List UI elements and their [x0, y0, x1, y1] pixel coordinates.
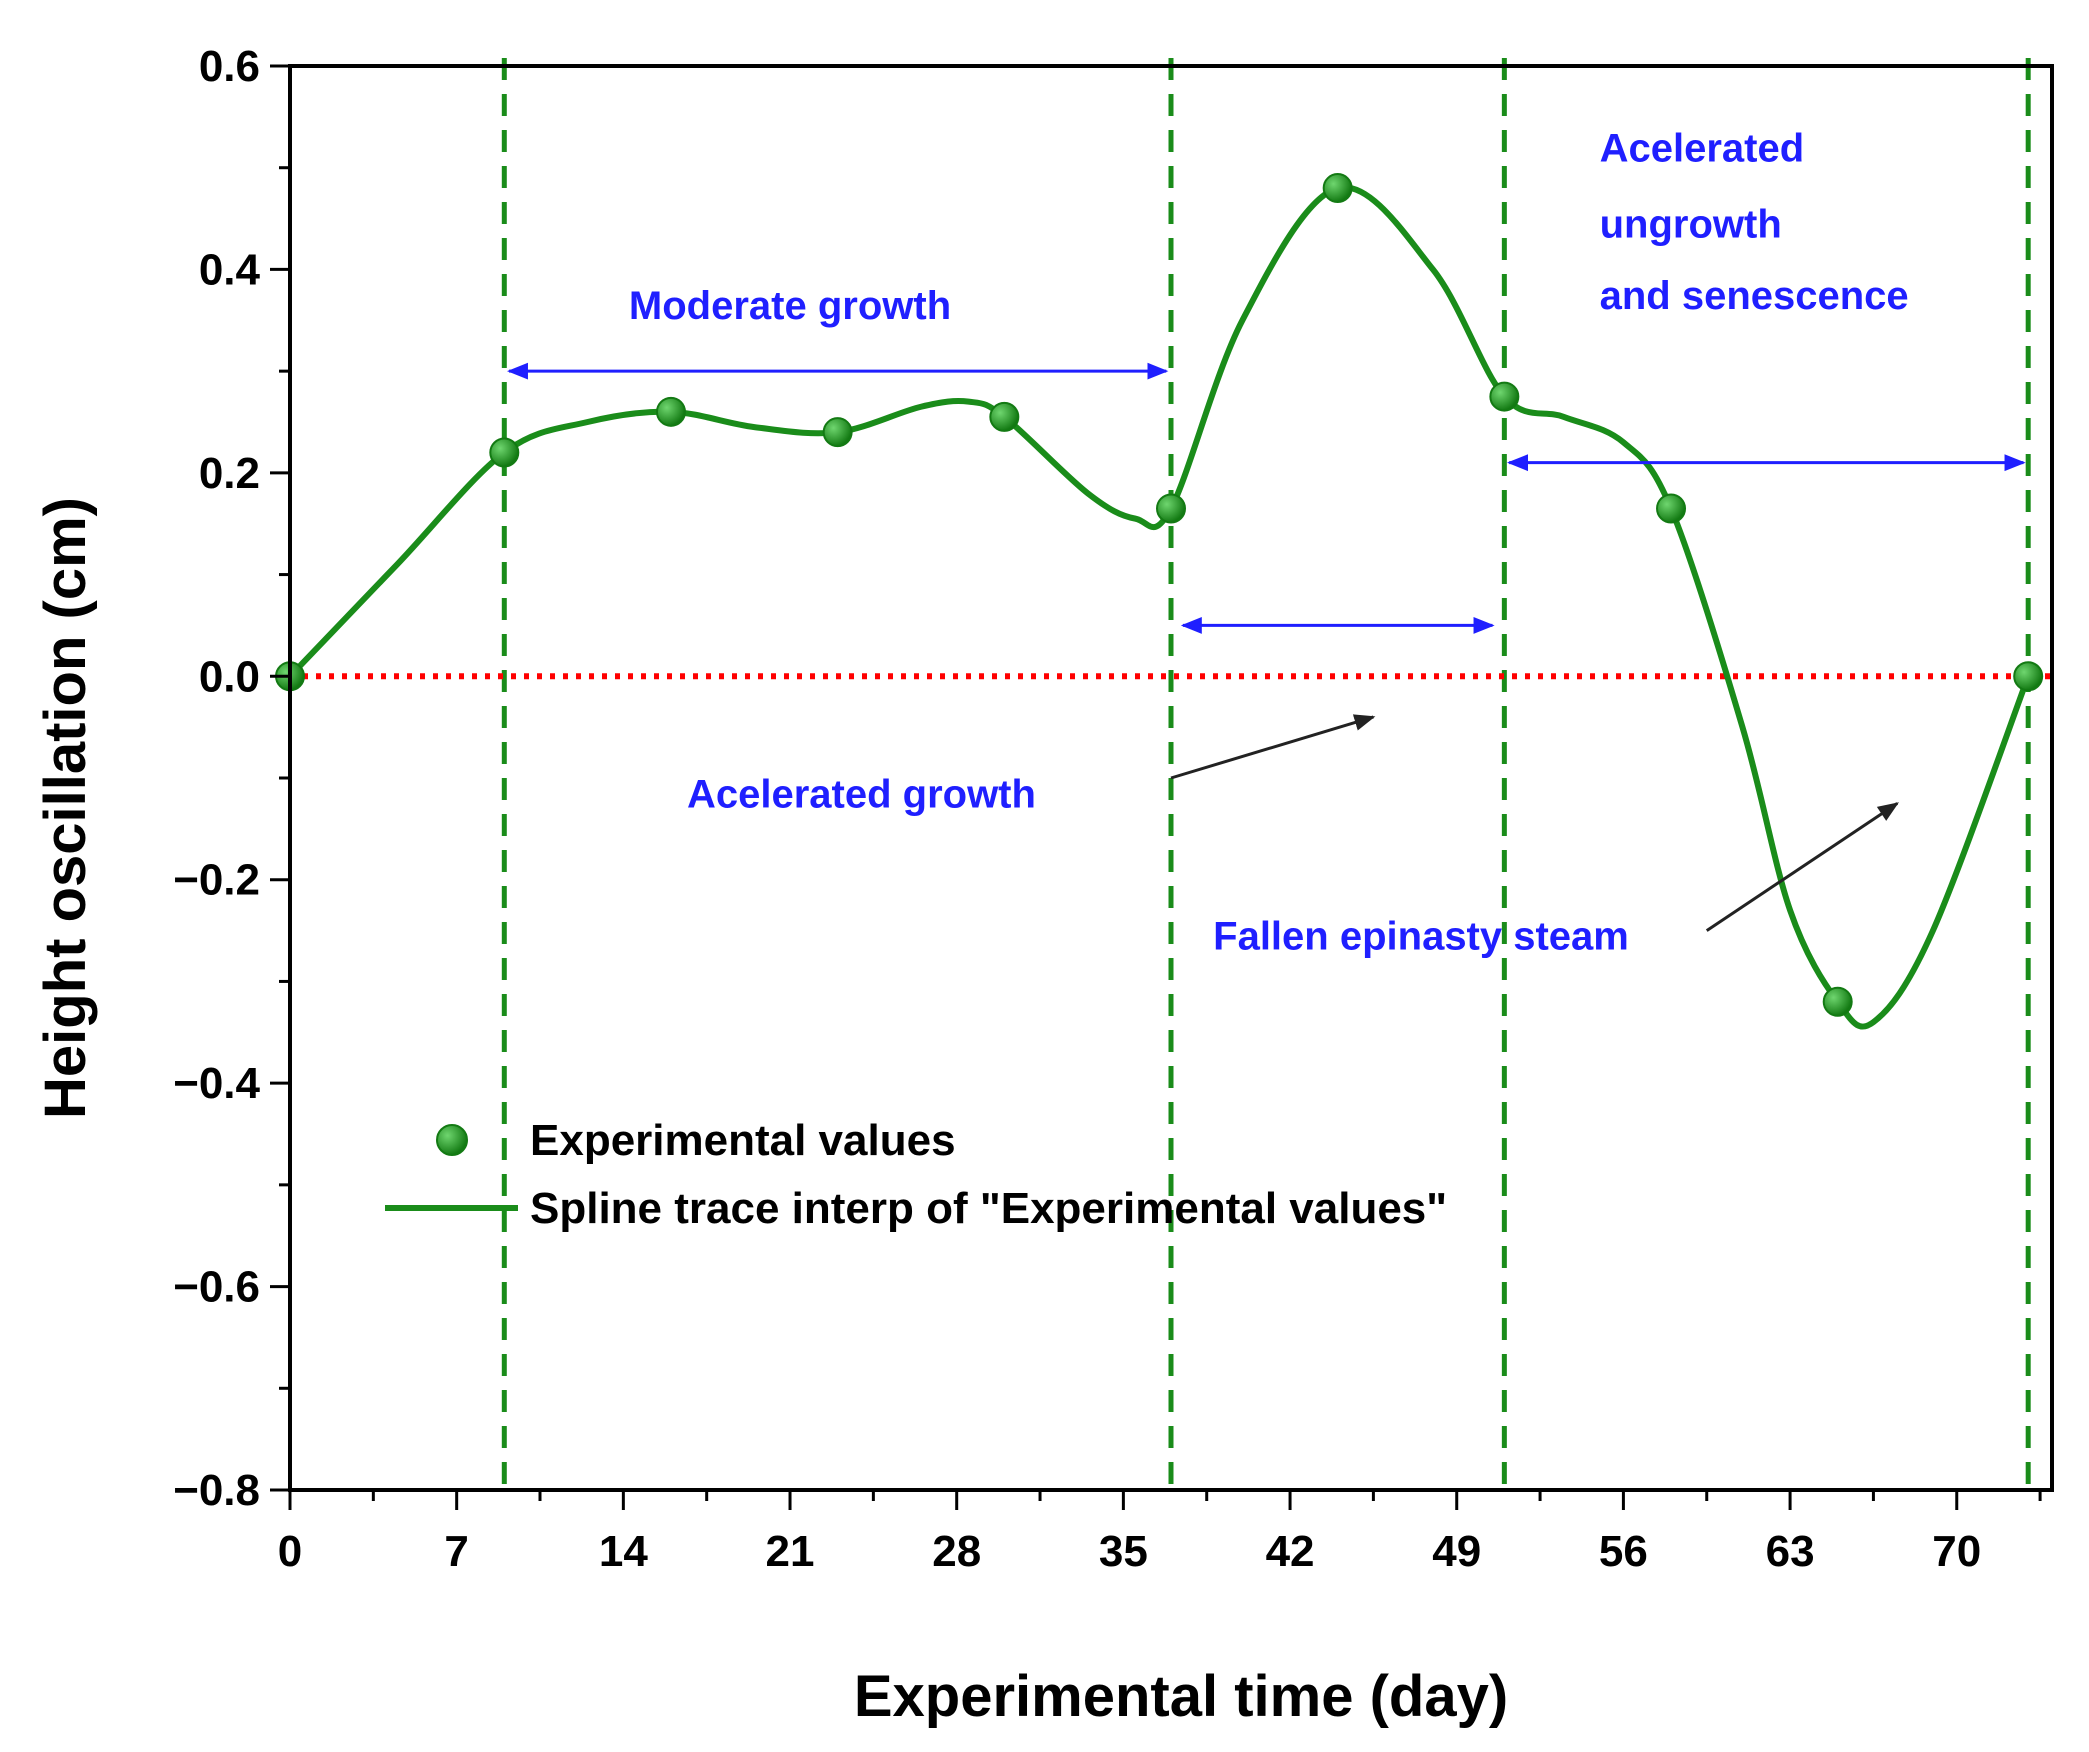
y-tick-label: −0.8 [173, 1466, 260, 1515]
x-tick-label: 28 [932, 1527, 981, 1576]
pointer-arrow [1705, 802, 1899, 932]
pointer-arrow [1170, 714, 1376, 780]
x-tick-label: 7 [444, 1527, 468, 1576]
x-tick-label: 49 [1432, 1527, 1481, 1576]
annotation-text: ungrowth [1600, 203, 1782, 247]
phase-boundaries [501, 58, 2031, 1490]
annotation-text: Fallen epinasty steam [1213, 915, 1629, 959]
annotation-text: Moderate growth [629, 284, 951, 328]
annotation-text: Acelerated [1600, 126, 1805, 170]
y-tick-label: −0.2 [173, 856, 260, 905]
data-point [1489, 381, 1520, 412]
data-point [1322, 173, 1353, 204]
x-tick-label: 35 [1099, 1527, 1148, 1576]
x-tick-label: 21 [766, 1527, 815, 1576]
data-point [1156, 493, 1186, 524]
annotations: Moderate growth Acelerated growth Fallen e… [629, 126, 1909, 958]
x-tick-label: 56 [1599, 1527, 1648, 1576]
y-tick-label: 0.6 [199, 42, 260, 91]
x-tick-label: 63 [1766, 1527, 1815, 1576]
data-point [489, 437, 520, 468]
x-tick-labels: 0 7 14 21 28 35 42 49 56 63 70 [278, 1527, 1981, 1576]
annotation-arrows [506, 362, 2026, 932]
x-tick-label: 0 [278, 1527, 302, 1576]
legend-label-experimental: Experimental values [530, 1116, 956, 1165]
legend-marker-icon [436, 1124, 468, 1156]
y-tick-label: −0.4 [173, 1059, 260, 1108]
annotation-text: and senescence [1600, 274, 1909, 318]
x-axis-title: Experimental time (day) [854, 1664, 1508, 1729]
x-tick-label: 14 [599, 1527, 648, 1576]
data-point [989, 401, 1020, 432]
y-axis-title: Height oscillation (cm) [33, 497, 98, 1119]
y-tick-label: −0.6 [173, 1263, 260, 1312]
y-tick-label: 0.0 [199, 652, 260, 701]
y-tick-label: 0.4 [199, 245, 261, 294]
data-point [655, 396, 686, 427]
data-point [1822, 986, 1853, 1017]
data-point [822, 417, 853, 448]
annotation-text: Acelerated growth [687, 772, 1036, 816]
legend: Experimental values Spline trace interp … [385, 1116, 1447, 1233]
x-tick-label: 42 [1266, 1527, 1315, 1576]
data-point [1656, 493, 1687, 524]
x-tick-label: 70 [1932, 1527, 1981, 1576]
y-tick-labels: 0.6 0.4 0.2 0.0 −0.2 −0.4 −0.6 −0.8 [173, 42, 260, 1515]
y-tick-label: 0.2 [199, 449, 260, 498]
legend-label-spline: Spline trace interp of "Experimental val… [530, 1184, 1447, 1233]
axis-ticks [270, 64, 2042, 1510]
data-point [2013, 661, 2044, 692]
